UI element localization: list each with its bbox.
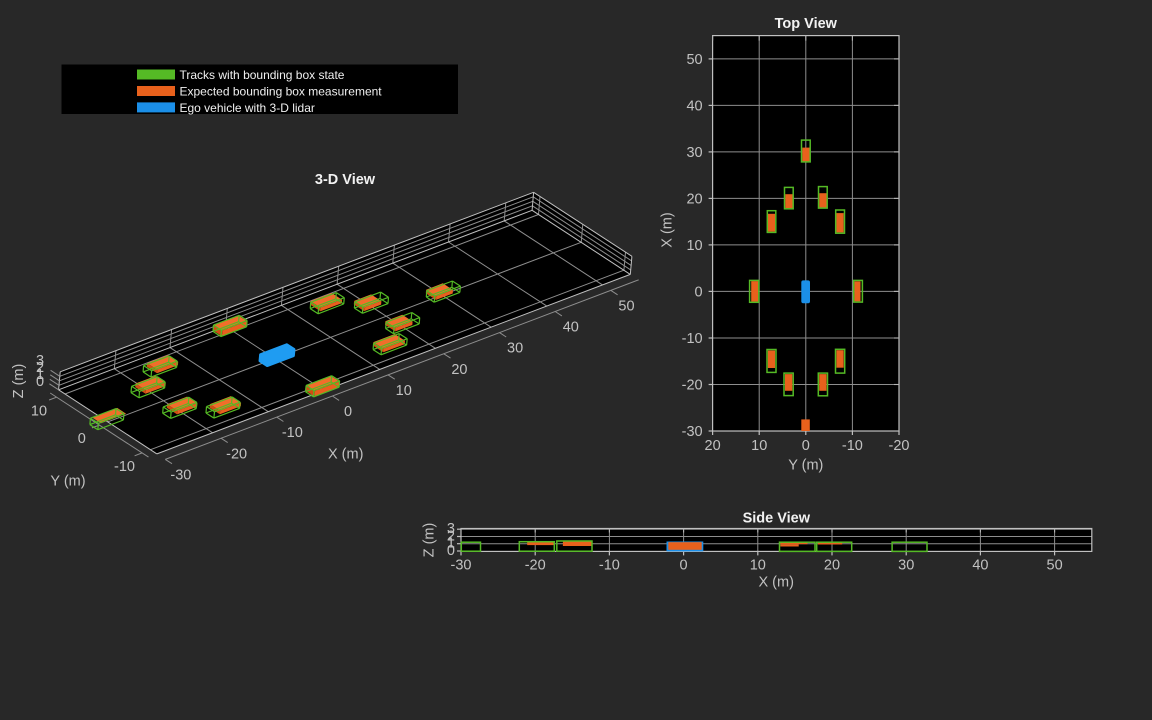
svg-text:Ego vehicle with 3-D lidar: Ego vehicle with 3-D lidar [180,101,315,115]
svg-text:-10: -10 [282,425,303,441]
svg-text:0: 0 [680,558,688,574]
svg-text:2: 2 [36,360,44,376]
svg-text:-20: -20 [682,378,703,394]
svg-text:-20: -20 [889,438,910,454]
svg-text:0: 0 [447,543,455,559]
svg-text:40: 40 [686,98,702,114]
svg-text:Z (m): Z (m) [11,364,27,399]
svg-text:40: 40 [563,320,579,336]
svg-text:-10: -10 [599,558,620,574]
svg-text:10: 10 [31,403,47,419]
svg-text:Side View: Side View [743,511,811,527]
svg-text:30: 30 [507,341,523,357]
svg-text:0: 0 [36,374,44,390]
svg-text:-30: -30 [682,424,703,440]
svg-text:20: 20 [824,558,840,574]
svg-text:-30: -30 [451,558,472,574]
svg-text:0: 0 [78,431,86,447]
svg-text:X (m): X (m) [328,447,363,463]
svg-text:10: 10 [750,558,766,574]
svg-text:Top View: Top View [775,16,838,32]
svg-text:0: 0 [802,438,810,454]
svg-text:3: 3 [447,521,455,537]
svg-text:1: 1 [447,536,455,552]
svg-text:Y (m): Y (m) [50,474,85,490]
svg-text:20: 20 [451,362,467,378]
svg-text:20: 20 [705,438,721,454]
svg-text:-30: -30 [170,467,191,483]
svg-text:30: 30 [686,145,702,161]
svg-text:50: 50 [686,52,702,68]
svg-text:X (m): X (m) [758,574,793,590]
svg-text:40: 40 [972,558,988,574]
svg-text:-10: -10 [842,438,863,454]
svg-text:X (m): X (m) [660,212,676,247]
svg-text:50: 50 [1047,558,1063,574]
svg-text:10: 10 [686,238,702,254]
svg-text:3: 3 [36,353,44,369]
svg-text:-10: -10 [682,331,703,347]
svg-text:0: 0 [695,284,703,300]
svg-text:10: 10 [396,383,412,399]
svg-text:Expected bounding box measurem: Expected bounding box measurement [180,85,383,99]
svg-text:Y (m): Y (m) [788,458,823,474]
svg-text:-10: -10 [114,459,135,475]
svg-text:30: 30 [898,558,914,574]
svg-text:10: 10 [751,438,767,454]
svg-text:-20: -20 [226,446,247,462]
svg-text:20: 20 [686,191,702,207]
svg-text:50: 50 [618,298,634,314]
svg-text:Tracks with bounding box state: Tracks with bounding box state [180,68,345,82]
svg-text:Z (m): Z (m) [422,523,438,558]
svg-text:0: 0 [344,404,352,420]
svg-text:2: 2 [447,529,455,545]
svg-text:-20: -20 [525,558,546,574]
svg-text:3-D View: 3-D View [315,172,376,188]
svg-text:1: 1 [36,367,44,383]
